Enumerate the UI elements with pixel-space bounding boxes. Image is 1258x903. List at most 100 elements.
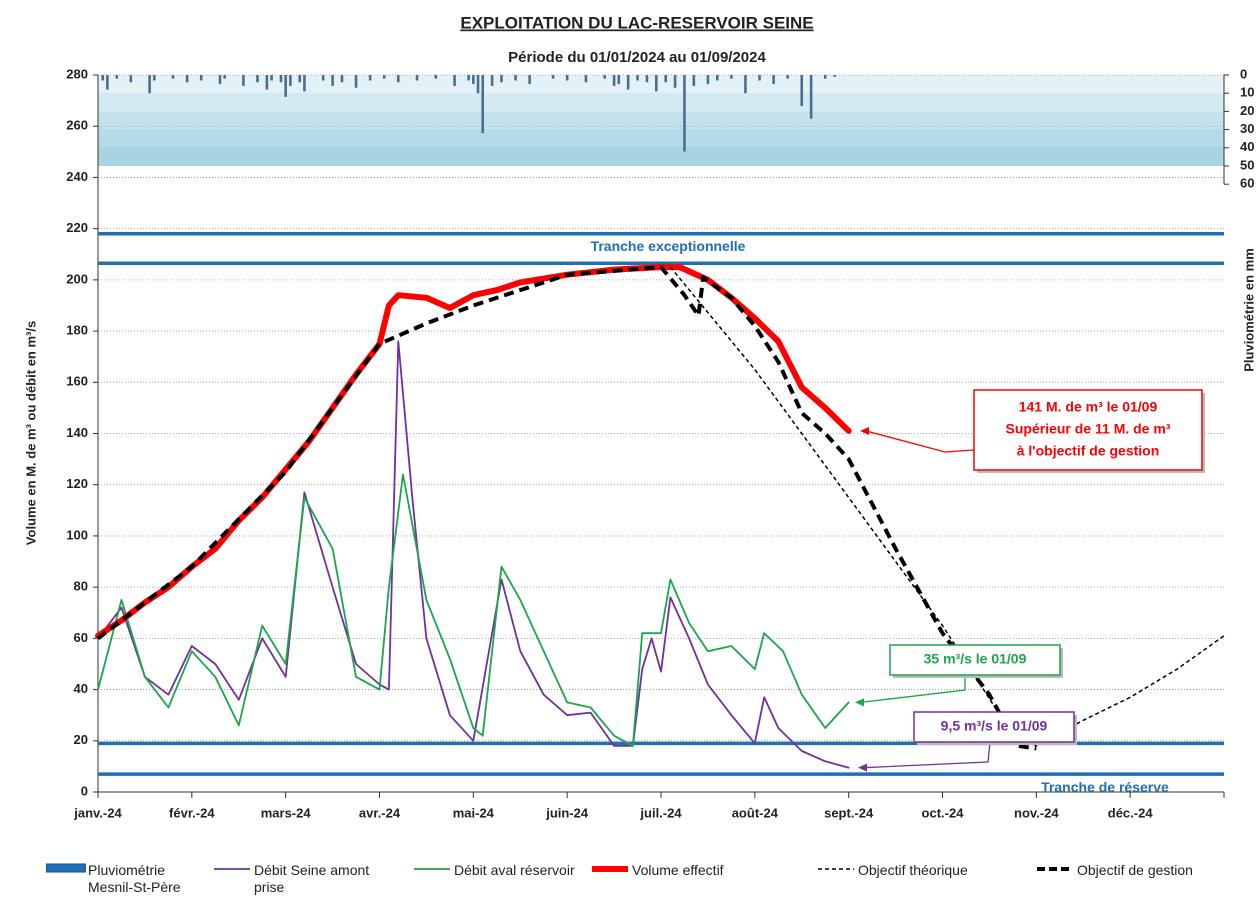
rain-bar <box>368 75 372 81</box>
legend-label: Objectif de gestion <box>1077 862 1193 878</box>
rain-bar <box>270 75 273 81</box>
y2-tick-label: 40 <box>1240 139 1254 154</box>
y2-tick-label: 10 <box>1240 85 1254 100</box>
y2-tick-label: 0 <box>1240 66 1247 81</box>
series-line <box>96 265 1037 751</box>
legend-swatch <box>214 868 250 870</box>
y-tick-label: 60 <box>74 630 88 645</box>
x-tick-label: août-24 <box>732 805 779 820</box>
y2-tick-label: 30 <box>1240 121 1254 136</box>
rain-bar <box>340 75 344 83</box>
y-tick-label: 200 <box>66 271 88 286</box>
y2-tick-label: 20 <box>1240 103 1254 118</box>
rain-bar <box>303 75 306 92</box>
rain-bar <box>185 75 189 83</box>
rain-bar <box>148 75 151 94</box>
y2-tick-label: 60 <box>1240 176 1254 191</box>
legend-entry: Volume effectif <box>590 862 802 879</box>
annotation-text: 35 m³/s le 01/09 <box>924 651 1027 667</box>
rain-bar <box>129 75 133 83</box>
x-tick-label: févr.-24 <box>169 805 215 820</box>
y-tick-label: 100 <box>66 527 88 542</box>
y-tick-label: 280 <box>66 66 88 81</box>
reference-label: Tranche de réserve <box>1041 779 1169 795</box>
annotation-text: 141 M. de m³ le 01/09 <box>1019 399 1158 415</box>
x-tick-label: déc.-24 <box>1108 805 1154 820</box>
rain-bar <box>415 75 419 81</box>
rain-bar <box>382 75 386 79</box>
series-line <box>95 264 852 639</box>
x-tick-label: sept.-24 <box>824 805 874 820</box>
y2-tick-label: 50 <box>1240 157 1254 172</box>
annotation-box <box>889 644 1061 676</box>
annotation-arrow <box>863 741 991 769</box>
rain-bar <box>453 75 456 86</box>
rain-bar <box>279 75 283 83</box>
rain-bar <box>772 75 775 85</box>
annotation-text: à l'objectif de gestion <box>1017 443 1160 459</box>
rain-bar <box>284 75 287 97</box>
rain-bar <box>298 75 302 83</box>
rain-bar <box>171 75 175 79</box>
legend-entry: Débit Seine amont prise <box>212 862 374 896</box>
rain-bar <box>800 75 804 106</box>
reference-label: Tranche exceptionnelle <box>591 238 746 254</box>
arrow-head <box>855 698 864 707</box>
legend-label: Pluviométrie Mesnil-St-Père <box>88 862 181 895</box>
rain-bar <box>265 75 269 90</box>
y-tick-label: 140 <box>66 425 88 440</box>
rain-bar <box>706 75 710 85</box>
annotation-text: Supérieur de 11 M. de m³ <box>1006 421 1171 437</box>
y-tick-label: 120 <box>66 476 88 491</box>
rain-bar <box>101 75 104 81</box>
rain-bar <box>617 75 621 85</box>
y-tick-label: 20 <box>74 732 88 747</box>
rain-background <box>98 75 1224 166</box>
rain-bar <box>481 75 485 134</box>
legend-entry: Pluviométrie Mesnil-St-Père <box>46 862 208 896</box>
x-tick-label: mars-24 <box>261 805 312 820</box>
rain-bar <box>730 75 733 79</box>
rain-bar <box>823 75 827 79</box>
rain-bar <box>809 75 813 119</box>
y-tick-label: 0 <box>81 783 88 798</box>
rain-bar <box>626 75 630 90</box>
y-tick-label: 220 <box>66 220 88 235</box>
y-tick-label: 160 <box>66 374 88 389</box>
rain-bar <box>758 75 761 81</box>
rain-bar <box>786 75 789 79</box>
x-tick-label: avr.-24 <box>359 805 401 820</box>
rain-bar <box>289 75 292 86</box>
rain-bar <box>692 75 696 86</box>
legend-label: Débit aval réservoir <box>454 862 575 878</box>
rain-bar <box>612 75 616 86</box>
rain-band <box>98 129 1224 147</box>
legend-swatch <box>1037 867 1073 871</box>
rain-bar <box>664 75 667 83</box>
legend-swatch <box>414 868 450 870</box>
rain-bar <box>528 75 531 85</box>
legend-swatch <box>592 866 628 872</box>
y-tick-label: 260 <box>66 118 88 133</box>
legend-swatch-mark <box>46 863 86 873</box>
rain-bar <box>683 75 686 152</box>
rain-bar <box>716 75 719 81</box>
annotation-arrow <box>865 430 975 453</box>
chart-title: EXPLOITATION DU LAC-RESERVOIR SEINE <box>460 13 813 32</box>
rain-bar <box>396 75 400 83</box>
rain-bar <box>514 75 517 81</box>
legend-entry: Objectif théorique <box>816 862 1028 879</box>
y2-axis-label: Pluviométrie en mm <box>1241 248 1256 372</box>
rain-bar <box>833 75 836 77</box>
rain-bar <box>636 75 639 81</box>
rain-bar <box>354 75 358 88</box>
rain-bar <box>331 75 334 86</box>
arrow-head <box>860 426 869 435</box>
legend-entry: Débit aval réservoir <box>412 862 624 879</box>
rain-bar <box>153 75 156 81</box>
x-tick-label: nov.-24 <box>1014 805 1059 820</box>
rain-bar <box>321 75 325 81</box>
legend-label: Débit Seine amont prise <box>254 862 370 895</box>
rain-bar <box>256 75 259 83</box>
